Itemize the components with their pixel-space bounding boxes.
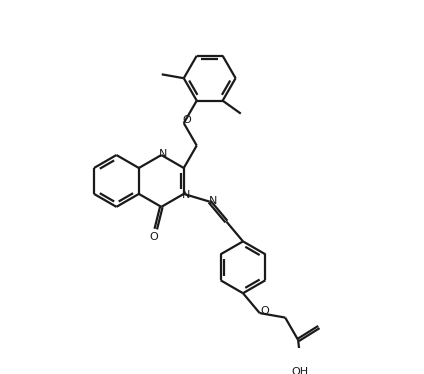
Text: N: N	[181, 190, 190, 200]
Text: O: O	[260, 306, 269, 316]
Text: O: O	[182, 115, 191, 125]
Text: O: O	[150, 232, 158, 242]
Text: N: N	[159, 149, 167, 159]
Text: N: N	[209, 196, 218, 206]
Text: OH: OH	[291, 367, 308, 374]
